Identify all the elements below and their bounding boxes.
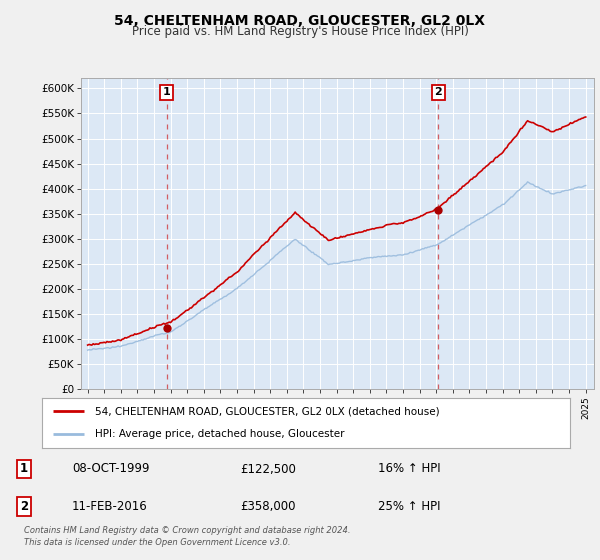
Text: HPI: Average price, detached house, Gloucester: HPI: Average price, detached house, Glou… <box>95 430 344 440</box>
Text: Contains HM Land Registry data © Crown copyright and database right 2024.
This d: Contains HM Land Registry data © Crown c… <box>24 526 350 547</box>
Text: £122,500: £122,500 <box>240 463 296 475</box>
Text: 08-OCT-1999: 08-OCT-1999 <box>72 463 149 475</box>
Text: 2: 2 <box>20 500 28 512</box>
Text: 54, CHELTENHAM ROAD, GLOUCESTER, GL2 0LX: 54, CHELTENHAM ROAD, GLOUCESTER, GL2 0LX <box>115 14 485 28</box>
Text: 54, CHELTENHAM ROAD, GLOUCESTER, GL2 0LX (detached house): 54, CHELTENHAM ROAD, GLOUCESTER, GL2 0LX… <box>95 406 439 416</box>
Text: 1: 1 <box>163 87 171 97</box>
Text: 16% ↑ HPI: 16% ↑ HPI <box>378 463 440 475</box>
Text: £358,000: £358,000 <box>240 500 296 512</box>
Text: 2: 2 <box>434 87 442 97</box>
Text: Price paid vs. HM Land Registry's House Price Index (HPI): Price paid vs. HM Land Registry's House … <box>131 25 469 38</box>
Text: 25% ↑ HPI: 25% ↑ HPI <box>378 500 440 512</box>
Text: 11-FEB-2016: 11-FEB-2016 <box>72 500 148 512</box>
Text: 1: 1 <box>20 463 28 475</box>
